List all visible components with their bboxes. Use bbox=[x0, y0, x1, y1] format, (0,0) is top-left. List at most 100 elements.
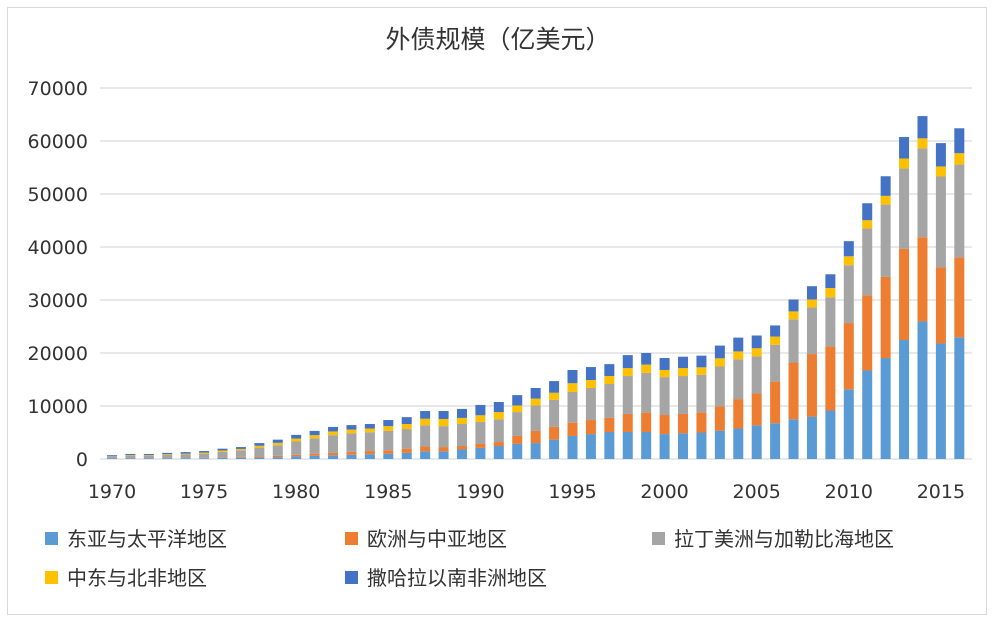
bar-segment-1999-series-3 bbox=[641, 364, 652, 373]
bar-segment-1997-series-4 bbox=[604, 364, 615, 377]
bar-segment-1985-series-4 bbox=[383, 420, 394, 427]
bar-segment-1987-series-4 bbox=[420, 411, 431, 419]
legend-item: 中东与北非地区 bbox=[45, 566, 207, 590]
bar-segment-1973-series-2 bbox=[162, 455, 173, 459]
bar-segment-1978-series-1 bbox=[254, 456, 265, 458]
bar-segment-1995-series-1 bbox=[567, 422, 578, 436]
bar-segment-1995-series-2 bbox=[567, 391, 578, 423]
legend-swatch bbox=[345, 571, 358, 584]
bar-segment-1992-series-1 bbox=[512, 435, 523, 444]
bar-segment-2010-series-1 bbox=[843, 323, 854, 390]
bar-segment-2010-series-3 bbox=[843, 256, 854, 266]
bar-segment-2002-series-2 bbox=[696, 374, 707, 413]
bar-segment-1979-series-4 bbox=[272, 439, 283, 443]
bar-segment-1993-series-4 bbox=[530, 387, 541, 399]
bar-segment-1998-series-3 bbox=[622, 368, 633, 377]
bar-segment-1977-series-1 bbox=[235, 456, 246, 458]
bar-segment-1976-series-0 bbox=[217, 457, 228, 459]
bar-segment-1977-series-4 bbox=[235, 447, 246, 449]
chart-frame bbox=[7, 7, 987, 615]
x-tick-label: 2010 bbox=[825, 481, 873, 503]
bar-segment-1970-series-0 bbox=[107, 458, 117, 459]
bar-segment-1998-series-0 bbox=[622, 431, 633, 459]
bar-segment-2013-series-0 bbox=[899, 340, 910, 459]
bar-segment-1996-series-3 bbox=[585, 380, 596, 388]
bar-segment-2006-series-2 bbox=[770, 344, 781, 382]
x-tick-label: 1990 bbox=[456, 481, 504, 503]
bar-segment-2010-series-0 bbox=[843, 389, 854, 459]
bar-segment-1979-series-3 bbox=[272, 442, 283, 446]
bar-segment-1988-series-0 bbox=[438, 451, 449, 459]
bar-segment-1978-series-0 bbox=[254, 457, 265, 459]
x-tick-label: 1995 bbox=[548, 481, 596, 503]
bar-segment-1974-series-2 bbox=[180, 454, 191, 459]
bar-segment-2006-series-1 bbox=[770, 381, 781, 424]
bar-segment-1976-series-4 bbox=[217, 448, 228, 451]
bar-segment-1981-series-1 bbox=[309, 453, 320, 456]
bar-segment-2009-series-0 bbox=[825, 410, 836, 459]
bar-segment-2004-series-2 bbox=[733, 359, 744, 400]
bar-segment-2003-series-1 bbox=[714, 406, 725, 431]
y-tick-label: 20000 bbox=[28, 343, 88, 365]
bar-segment-2007-series-2 bbox=[788, 319, 799, 363]
x-tick-label: 1985 bbox=[364, 481, 412, 503]
bar-segment-1992-series-0 bbox=[512, 443, 523, 459]
bar-segment-2014-series-3 bbox=[917, 138, 928, 149]
bar-segment-1993-series-1 bbox=[530, 430, 541, 444]
bar-segment-1972-series-0 bbox=[143, 458, 154, 459]
bar-segment-1993-series-3 bbox=[530, 398, 541, 406]
y-tick-label: 60000 bbox=[28, 131, 88, 153]
y-tick-label: 70000 bbox=[28, 78, 88, 100]
bar-segment-1998-series-2 bbox=[622, 376, 633, 414]
bar-segment-1989-series-2 bbox=[456, 424, 467, 447]
bar-segment-1985-series-0 bbox=[383, 453, 394, 459]
bar-segment-2006-series-3 bbox=[770, 336, 781, 345]
bar-segment-1988-series-3 bbox=[438, 418, 449, 427]
bar-segment-1991-series-4 bbox=[493, 402, 504, 413]
bar-segment-1978-series-4 bbox=[254, 443, 265, 446]
bar-segment-2004-series-4 bbox=[733, 337, 744, 352]
bar-segment-1975-series-2 bbox=[199, 453, 210, 458]
bar-segment-1996-series-2 bbox=[585, 387, 596, 421]
bar-segment-1981-series-0 bbox=[309, 455, 320, 459]
bar-segment-2003-series-4 bbox=[714, 345, 725, 359]
bar-segment-1978-series-3 bbox=[254, 445, 265, 448]
bar-segment-2000-series-0 bbox=[659, 434, 670, 459]
bar-segment-2011-series-3 bbox=[862, 220, 873, 229]
bar-segment-2001-series-3 bbox=[678, 368, 689, 377]
bar-segment-1983-series-1 bbox=[346, 451, 357, 455]
bar-segment-1994-series-0 bbox=[549, 439, 560, 459]
bar-segment-1986-series-1 bbox=[401, 448, 412, 453]
bar-segment-1980-series-1 bbox=[291, 454, 302, 457]
bar-segment-1987-series-2 bbox=[420, 425, 431, 447]
bar-segment-1993-series-0 bbox=[530, 443, 541, 459]
bar-segment-1972-series-3 bbox=[143, 455, 154, 456]
bar-segment-2008-series-2 bbox=[806, 307, 817, 355]
bar-segment-1994-series-2 bbox=[549, 399, 560, 427]
bar-segment-1983-series-4 bbox=[346, 425, 357, 430]
bar-segment-2008-series-3 bbox=[806, 299, 817, 308]
bar-segment-2002-series-3 bbox=[696, 367, 707, 375]
bar-segment-1997-series-1 bbox=[604, 417, 615, 432]
bar-segment-2007-series-3 bbox=[788, 311, 799, 320]
x-tick-label: 1975 bbox=[180, 481, 228, 503]
bar-segment-2007-series-4 bbox=[788, 299, 799, 312]
bar-segment-1990-series-2 bbox=[475, 421, 486, 444]
bar-segment-1990-series-4 bbox=[475, 404, 486, 416]
legend-label: 拉丁美洲与加勒比海地区 bbox=[674, 527, 894, 551]
bar-segment-1986-series-4 bbox=[401, 417, 412, 425]
legend-item: 欧洲与中亚地区 bbox=[345, 527, 507, 551]
y-tick-label: 10000 bbox=[28, 396, 88, 418]
bar-segment-1986-series-0 bbox=[401, 452, 412, 459]
bar-segment-1983-series-3 bbox=[346, 429, 357, 434]
bar-segment-2016-series-2 bbox=[954, 164, 965, 258]
bar-segment-1989-series-1 bbox=[456, 446, 467, 450]
bar-segment-2011-series-2 bbox=[862, 228, 873, 296]
bar-segment-2009-series-4 bbox=[825, 274, 836, 289]
bar-segment-2000-series-2 bbox=[659, 377, 670, 416]
bar-segment-1984-series-0 bbox=[364, 454, 375, 459]
bar-segment-2004-series-3 bbox=[733, 351, 744, 360]
bar-segment-1975-series-0 bbox=[199, 458, 210, 459]
bar-segment-1983-series-2 bbox=[346, 433, 357, 452]
bar-segment-1999-series-0 bbox=[641, 431, 652, 459]
